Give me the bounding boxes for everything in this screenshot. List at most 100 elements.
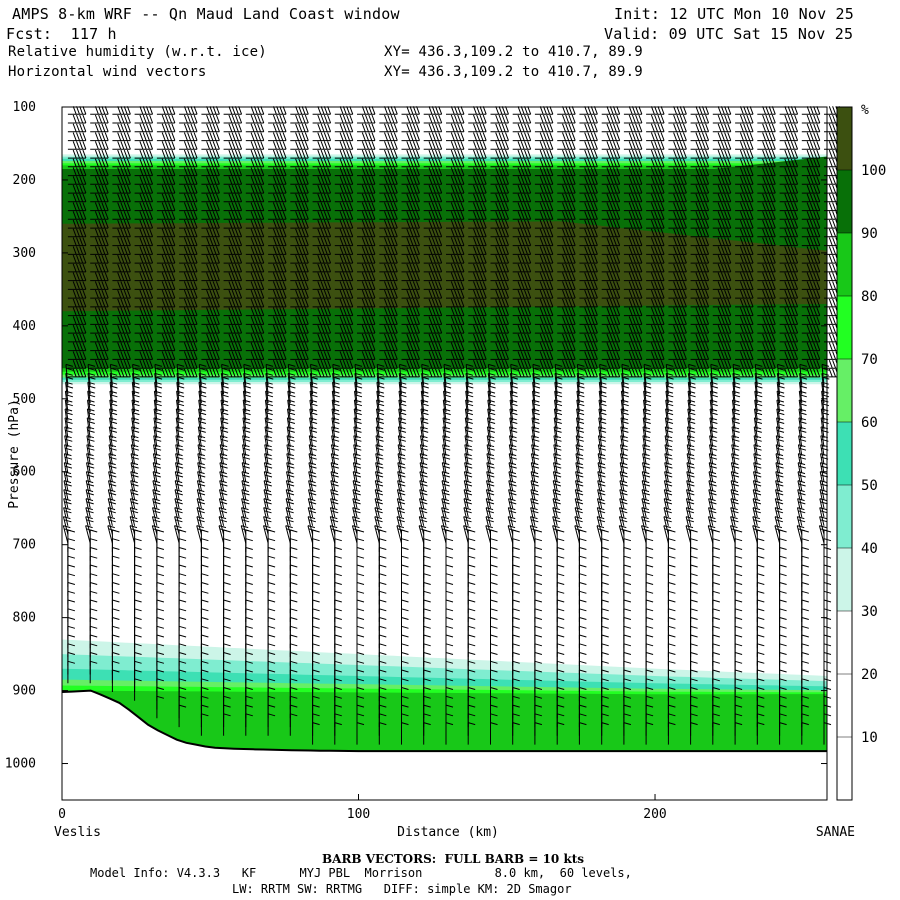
wind-barb <box>334 114 354 124</box>
wind-barb <box>646 333 665 343</box>
wind-barb <box>132 363 141 386</box>
wind-barb <box>376 390 385 412</box>
wind-barb <box>290 272 309 282</box>
wind-barb <box>510 372 519 395</box>
wind-barb <box>623 228 643 238</box>
wind-barb <box>512 106 532 115</box>
wind-barb <box>329 507 339 526</box>
wind-barb <box>243 381 252 404</box>
wind-barb <box>534 219 554 229</box>
wind-barb <box>801 184 821 194</box>
wind-barb <box>557 167 576 177</box>
wind-barb <box>623 272 643 282</box>
wind-barb <box>446 351 465 360</box>
wind-barb <box>245 272 265 282</box>
colorbar-label: 80 <box>861 289 878 305</box>
wind-barb <box>490 184 509 194</box>
wind-barb <box>687 417 696 439</box>
wind-barb <box>712 333 732 343</box>
wind-barb <box>376 408 385 430</box>
wind-barb <box>201 114 220 124</box>
wind-barb <box>557 211 576 220</box>
wind-barb <box>132 372 141 395</box>
wind-barb <box>557 307 576 317</box>
wind-barb <box>485 516 494 535</box>
wind-barb <box>465 363 474 386</box>
wind-barb <box>156 289 176 299</box>
wind-barb <box>201 246 220 255</box>
wind-barb <box>598 426 607 447</box>
wind-barb <box>134 298 154 308</box>
wind-barb <box>264 408 273 430</box>
wind-barb <box>534 176 554 185</box>
wind-barb <box>179 254 198 264</box>
wind-barb <box>290 342 309 352</box>
wind-barb <box>223 106 243 115</box>
wind-barb <box>423 307 443 317</box>
colorbar-segment <box>837 422 852 485</box>
wind-barb <box>401 202 420 212</box>
wind-barb <box>446 368 465 378</box>
wind-barb <box>685 525 694 544</box>
wind-barb <box>468 272 487 282</box>
wind-barb <box>156 324 176 334</box>
wind-barb <box>779 324 799 334</box>
wind-barb <box>534 254 554 264</box>
wind-barb <box>179 176 198 185</box>
wind-barb <box>509 408 518 430</box>
wind-barb <box>465 399 474 421</box>
wind-barb <box>779 149 799 159</box>
wind-barb <box>598 390 607 412</box>
wind-barb <box>134 176 154 185</box>
wind-barb <box>268 360 287 369</box>
wind-barb <box>357 272 376 282</box>
wind-barb <box>401 141 420 150</box>
wind-barb <box>667 722 676 745</box>
wind-barb <box>446 141 465 150</box>
wind-barb <box>796 525 806 544</box>
wind-barb <box>331 426 340 447</box>
wind-barb <box>754 363 763 386</box>
wind-barb <box>599 363 608 386</box>
wind-barb <box>379 246 398 255</box>
wind-barb <box>668 351 687 360</box>
wind-barb <box>668 272 687 282</box>
wind-barb <box>334 722 342 745</box>
wind-barb <box>598 417 607 439</box>
wind-barb <box>623 123 643 133</box>
wind-barb <box>663 507 672 526</box>
wind-barb <box>512 193 532 203</box>
wind-barb <box>801 106 821 115</box>
wind-barb <box>690 123 710 133</box>
wind-barb <box>179 106 198 115</box>
wind-barb <box>601 254 621 264</box>
wind-barb <box>129 507 139 526</box>
wind-barb <box>709 390 718 412</box>
wind-barb <box>801 149 821 159</box>
wind-barb <box>379 219 398 229</box>
wind-barb <box>334 324 354 334</box>
wind-barb <box>601 176 621 185</box>
wind-barb <box>401 106 420 115</box>
wind-barb <box>156 333 176 343</box>
wind-barb <box>579 360 598 369</box>
wind-barb <box>156 176 176 185</box>
wind-barb <box>557 237 576 247</box>
wind-barb <box>534 202 554 212</box>
wind-barb <box>131 417 140 439</box>
wind-barb <box>201 193 220 203</box>
wind-barb <box>757 149 776 159</box>
wind-barb <box>112 123 131 133</box>
wind-barb <box>154 381 163 404</box>
wind-barb <box>534 246 554 255</box>
wind-barb <box>353 417 362 439</box>
wind-barb <box>129 525 139 544</box>
wind-barb <box>490 298 509 308</box>
wind-barb <box>487 417 496 439</box>
wind-barb <box>156 263 176 273</box>
wind-barb <box>757 167 776 177</box>
wind-barb <box>446 219 465 229</box>
wind-barb <box>134 211 154 220</box>
wind-barb <box>779 123 799 133</box>
